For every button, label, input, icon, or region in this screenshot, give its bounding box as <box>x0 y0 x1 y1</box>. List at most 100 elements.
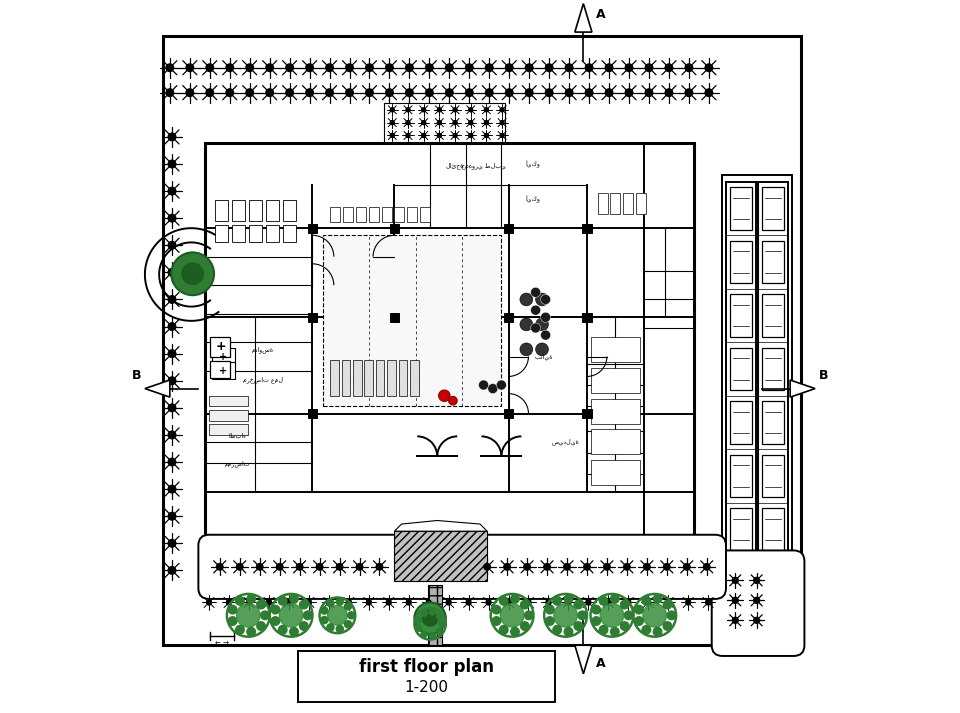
Circle shape <box>421 615 439 632</box>
Circle shape <box>624 611 633 620</box>
Circle shape <box>168 133 176 140</box>
Circle shape <box>171 252 214 295</box>
Bar <box>723 175 792 560</box>
Circle shape <box>486 600 492 605</box>
Circle shape <box>235 625 244 634</box>
Circle shape <box>256 563 263 570</box>
Circle shape <box>297 563 302 570</box>
Circle shape <box>485 133 489 138</box>
Circle shape <box>506 600 511 605</box>
Circle shape <box>266 89 274 96</box>
Circle shape <box>366 89 373 96</box>
Circle shape <box>505 64 513 71</box>
Text: صيدلية: صيدلية <box>552 438 580 446</box>
Circle shape <box>168 486 176 493</box>
Bar <box>762 188 784 230</box>
Bar <box>583 223 591 232</box>
Text: أيكو: أيكو <box>526 160 540 168</box>
Circle shape <box>386 600 392 605</box>
Circle shape <box>421 120 425 125</box>
Circle shape <box>321 607 328 614</box>
Bar <box>390 312 399 322</box>
Circle shape <box>321 617 328 624</box>
Circle shape <box>306 64 313 71</box>
Circle shape <box>306 89 313 96</box>
Bar <box>299 651 555 702</box>
Circle shape <box>166 64 174 71</box>
Text: بداية: بداية <box>535 353 553 360</box>
Circle shape <box>168 513 176 520</box>
Circle shape <box>453 120 457 125</box>
Circle shape <box>182 263 204 284</box>
Bar <box>308 409 317 418</box>
Circle shape <box>391 133 395 138</box>
Circle shape <box>206 64 213 71</box>
Circle shape <box>168 377 176 384</box>
Bar <box>353 360 362 396</box>
Circle shape <box>266 64 274 71</box>
Circle shape <box>168 296 176 303</box>
Circle shape <box>276 563 283 570</box>
Circle shape <box>421 108 425 112</box>
Text: لائحة: لائحة <box>445 162 465 169</box>
Circle shape <box>217 563 223 570</box>
Bar <box>583 312 591 322</box>
Circle shape <box>246 89 253 96</box>
Circle shape <box>168 215 176 222</box>
Circle shape <box>500 120 504 125</box>
Circle shape <box>228 617 237 625</box>
Bar <box>376 360 384 396</box>
Bar <box>162 36 801 645</box>
Circle shape <box>453 133 457 138</box>
Circle shape <box>564 627 573 636</box>
Circle shape <box>326 600 331 605</box>
Circle shape <box>206 89 213 96</box>
Circle shape <box>186 89 194 96</box>
Circle shape <box>625 64 633 71</box>
Circle shape <box>665 64 673 71</box>
Bar <box>232 200 245 221</box>
Text: first floor plan: first floor plan <box>359 658 494 677</box>
Circle shape <box>420 631 427 637</box>
Bar <box>395 531 487 581</box>
Circle shape <box>366 64 373 71</box>
Bar <box>504 409 514 418</box>
Circle shape <box>206 600 211 605</box>
Circle shape <box>536 343 548 356</box>
Circle shape <box>445 64 453 71</box>
Circle shape <box>391 108 395 112</box>
Circle shape <box>448 396 457 405</box>
Circle shape <box>290 595 299 603</box>
Bar <box>324 235 501 406</box>
Circle shape <box>553 597 562 605</box>
Circle shape <box>484 563 491 570</box>
Circle shape <box>545 89 553 96</box>
Circle shape <box>386 64 394 71</box>
Bar <box>762 401 784 443</box>
Circle shape <box>236 563 243 570</box>
Circle shape <box>386 89 394 96</box>
Bar <box>365 360 373 396</box>
Text: A: A <box>596 8 606 21</box>
Bar <box>758 182 788 556</box>
Circle shape <box>227 600 231 605</box>
Circle shape <box>605 64 612 71</box>
Circle shape <box>406 64 413 71</box>
Circle shape <box>531 323 540 333</box>
Circle shape <box>166 89 174 96</box>
Circle shape <box>531 305 540 315</box>
Circle shape <box>500 133 504 138</box>
Circle shape <box>546 600 551 605</box>
Text: B: B <box>819 369 828 382</box>
Circle shape <box>226 89 233 96</box>
Circle shape <box>564 563 570 570</box>
Circle shape <box>520 293 533 306</box>
Circle shape <box>706 600 710 605</box>
Circle shape <box>468 108 472 112</box>
Circle shape <box>732 597 738 603</box>
Circle shape <box>256 622 265 630</box>
Circle shape <box>466 64 473 71</box>
Circle shape <box>429 632 435 639</box>
Bar <box>249 200 262 221</box>
Bar <box>356 207 366 222</box>
